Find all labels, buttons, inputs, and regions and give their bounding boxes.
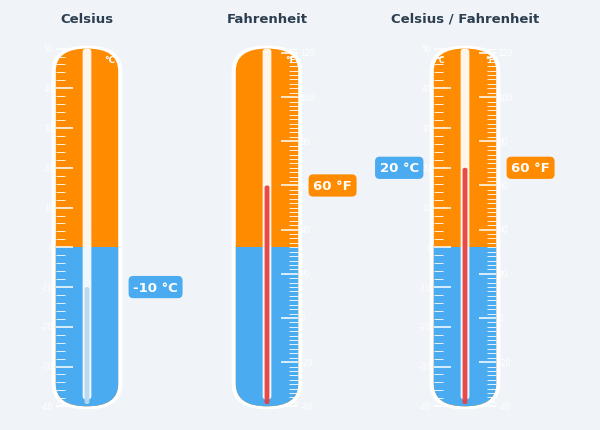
Text: 40: 40 — [499, 226, 508, 235]
FancyBboxPatch shape — [430, 46, 500, 409]
Text: 20 °C: 20 °C — [380, 162, 419, 175]
Text: 60: 60 — [499, 181, 508, 190]
Text: °F: °F — [285, 56, 296, 65]
Text: 120: 120 — [499, 49, 513, 58]
FancyBboxPatch shape — [56, 49, 118, 406]
Text: -10: -10 — [41, 283, 53, 292]
Text: 60 °F: 60 °F — [511, 162, 550, 175]
Text: °C: °C — [104, 56, 116, 65]
FancyBboxPatch shape — [56, 225, 118, 406]
Text: °F: °F — [485, 56, 494, 65]
Text: 50: 50 — [44, 45, 53, 54]
Text: 0: 0 — [49, 243, 53, 252]
FancyBboxPatch shape — [83, 49, 91, 399]
Text: 20: 20 — [499, 270, 508, 279]
Text: 60: 60 — [301, 181, 310, 190]
Text: -20: -20 — [419, 322, 431, 332]
Text: 40: 40 — [422, 85, 431, 94]
Text: -20: -20 — [301, 358, 313, 367]
Text: 120: 120 — [301, 49, 315, 58]
Text: 40: 40 — [44, 85, 53, 94]
Text: -10 °C: -10 °C — [133, 281, 178, 294]
Text: -40: -40 — [419, 402, 431, 411]
Text: 20: 20 — [301, 270, 310, 279]
Text: 80: 80 — [301, 138, 310, 147]
Text: 0: 0 — [499, 314, 503, 323]
Text: -20: -20 — [499, 358, 511, 367]
FancyBboxPatch shape — [236, 225, 298, 406]
Text: 30: 30 — [44, 124, 53, 133]
Text: 20: 20 — [44, 164, 53, 173]
FancyBboxPatch shape — [463, 169, 467, 404]
Text: -10: -10 — [419, 283, 431, 292]
FancyBboxPatch shape — [263, 49, 271, 399]
Text: 30: 30 — [422, 124, 431, 133]
Text: -30: -30 — [419, 362, 431, 371]
Bar — [434, 225, 496, 248]
FancyBboxPatch shape — [236, 49, 298, 406]
Text: Celsius / Fahrenheit: Celsius / Fahrenheit — [391, 13, 539, 26]
Text: 40: 40 — [301, 226, 310, 235]
Text: 50: 50 — [422, 45, 431, 54]
FancyBboxPatch shape — [461, 49, 469, 399]
Text: 60 °F: 60 °F — [313, 180, 352, 193]
Text: 0: 0 — [301, 314, 305, 323]
Bar — [56, 225, 118, 248]
Text: Celsius: Celsius — [61, 13, 113, 26]
Text: 100: 100 — [499, 93, 513, 102]
Text: -40: -40 — [499, 402, 511, 411]
Text: 10: 10 — [422, 203, 431, 212]
FancyBboxPatch shape — [85, 287, 89, 404]
FancyBboxPatch shape — [434, 49, 496, 406]
Text: -20: -20 — [41, 322, 53, 332]
Text: °C: °C — [436, 56, 445, 65]
Text: 20: 20 — [422, 164, 431, 173]
Text: 10: 10 — [44, 203, 53, 212]
Bar — [236, 225, 298, 248]
Text: 100: 100 — [301, 93, 315, 102]
Text: -40: -40 — [41, 402, 53, 411]
Text: Fahrenheit: Fahrenheit — [227, 13, 308, 26]
FancyBboxPatch shape — [232, 46, 302, 409]
Text: -40: -40 — [301, 402, 313, 411]
FancyBboxPatch shape — [265, 186, 269, 404]
Text: 0: 0 — [427, 243, 431, 252]
Text: 80: 80 — [499, 138, 508, 147]
Text: -30: -30 — [41, 362, 53, 371]
FancyBboxPatch shape — [52, 46, 122, 409]
FancyBboxPatch shape — [434, 225, 496, 406]
